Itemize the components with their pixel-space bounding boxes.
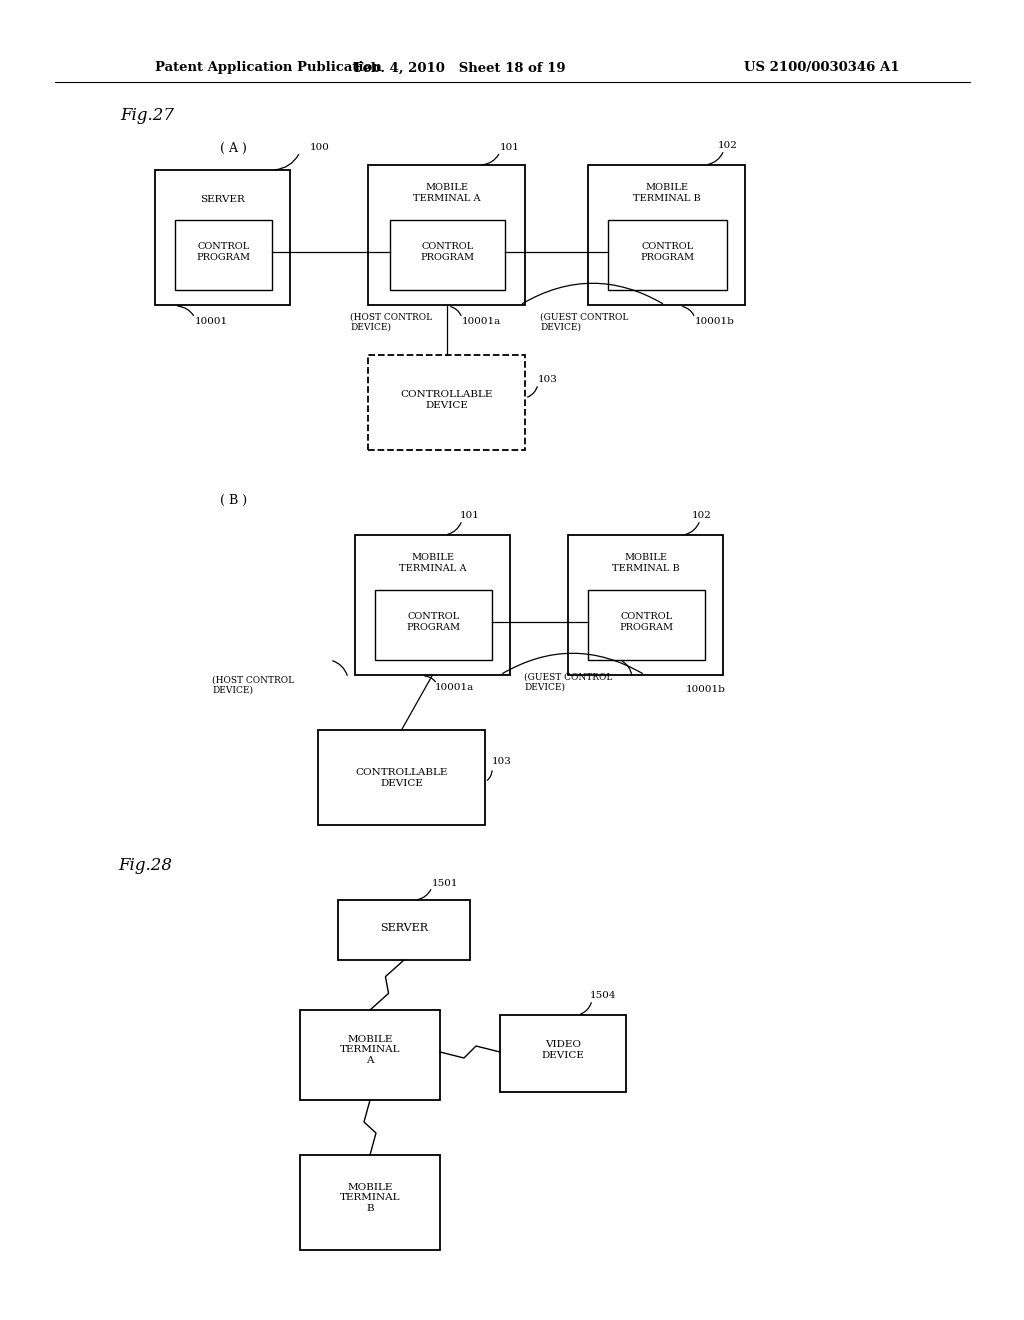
- Bar: [300, 1155, 440, 1250]
- Bar: [368, 355, 525, 450]
- Text: CONTROL
PROGRAM: CONTROL PROGRAM: [421, 243, 474, 261]
- Text: 10001b: 10001b: [695, 318, 735, 326]
- Text: MOBILE
TERMINAL
B: MOBILE TERMINAL B: [340, 1183, 400, 1213]
- Bar: [175, 220, 272, 290]
- Text: 1501: 1501: [432, 879, 459, 887]
- Text: 101: 101: [460, 511, 480, 520]
- Text: CONTROL
PROGRAM: CONTROL PROGRAM: [640, 243, 694, 261]
- Text: 100: 100: [310, 144, 330, 153]
- Bar: [500, 1015, 626, 1092]
- Text: MOBILE
TERMINAL B: MOBILE TERMINAL B: [633, 183, 700, 203]
- Text: 101: 101: [500, 144, 520, 153]
- Text: ( B ): ( B ): [220, 494, 247, 507]
- Bar: [375, 590, 492, 660]
- Text: US 2100/0030346 A1: US 2100/0030346 A1: [744, 62, 900, 74]
- Text: MOBILE
TERMINAL A: MOBILE TERMINAL A: [398, 553, 466, 573]
- Bar: [355, 535, 510, 675]
- Bar: [368, 165, 525, 305]
- Text: Fig.27: Fig.27: [120, 107, 174, 124]
- Text: CONTROLLABLE
DEVICE: CONTROLLABLE DEVICE: [400, 391, 493, 409]
- Text: CONTROL
PROGRAM: CONTROL PROGRAM: [197, 243, 251, 261]
- Text: 102: 102: [692, 511, 712, 520]
- Text: 10001a: 10001a: [435, 684, 474, 693]
- Text: Patent Application Publication: Patent Application Publication: [155, 62, 382, 74]
- Text: 10001: 10001: [195, 318, 228, 326]
- Text: (GUEST CONTROL
DEVICE): (GUEST CONTROL DEVICE): [524, 672, 612, 692]
- Text: 103: 103: [538, 375, 558, 384]
- Bar: [338, 900, 470, 960]
- Text: 1504: 1504: [590, 991, 616, 1001]
- Text: (HOST CONTROL
DEVICE): (HOST CONTROL DEVICE): [350, 313, 432, 331]
- Text: MOBILE
TERMINAL B: MOBILE TERMINAL B: [611, 553, 679, 573]
- Text: MOBILE
TERMINAL A: MOBILE TERMINAL A: [413, 183, 480, 203]
- Text: Fig.28: Fig.28: [118, 857, 172, 874]
- Text: CONTROLLABLE
DEVICE: CONTROLLABLE DEVICE: [355, 768, 447, 788]
- Bar: [155, 170, 290, 305]
- Text: SERVER: SERVER: [200, 195, 245, 205]
- Text: Feb. 4, 2010   Sheet 18 of 19: Feb. 4, 2010 Sheet 18 of 19: [354, 62, 566, 74]
- Bar: [568, 535, 723, 675]
- Text: 10001b: 10001b: [686, 685, 726, 694]
- Bar: [608, 220, 727, 290]
- Text: CONTROL
PROGRAM: CONTROL PROGRAM: [620, 612, 674, 632]
- Text: 102: 102: [718, 140, 738, 149]
- Text: SERVER: SERVER: [380, 923, 428, 933]
- Text: CONTROL
PROGRAM: CONTROL PROGRAM: [407, 612, 461, 632]
- Text: 103: 103: [492, 758, 512, 767]
- Text: VIDEO
DEVICE: VIDEO DEVICE: [542, 1040, 585, 1060]
- Bar: [300, 1010, 440, 1100]
- Bar: [588, 165, 745, 305]
- Text: (GUEST CONTROL
DEVICE): (GUEST CONTROL DEVICE): [540, 313, 629, 331]
- Text: 10001a: 10001a: [462, 318, 502, 326]
- Text: (HOST CONTROL
DEVICE): (HOST CONTROL DEVICE): [212, 676, 294, 694]
- Text: ( A ): ( A ): [220, 141, 247, 154]
- Text: MOBILE
TERMINAL
A: MOBILE TERMINAL A: [340, 1035, 400, 1065]
- Bar: [318, 730, 485, 825]
- Bar: [390, 220, 505, 290]
- Bar: [588, 590, 705, 660]
